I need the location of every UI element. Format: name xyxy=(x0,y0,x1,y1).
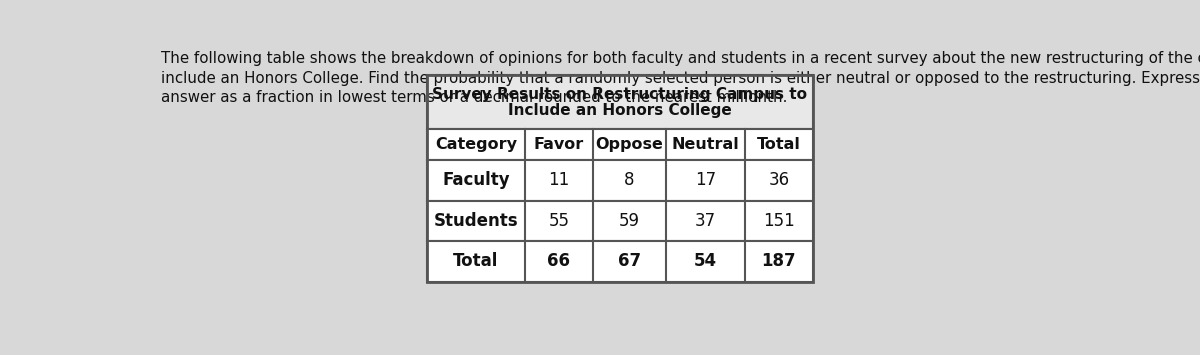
Text: 151: 151 xyxy=(763,212,794,230)
Text: The following table shows the breakdown of opinions for both faculty and student: The following table shows the breakdown … xyxy=(161,51,1200,105)
Text: Total: Total xyxy=(454,252,498,270)
Text: Survey Results on Restructuring Campus to: Survey Results on Restructuring Campus t… xyxy=(432,87,808,102)
Text: 11: 11 xyxy=(548,171,570,189)
Text: Oppose: Oppose xyxy=(595,137,664,152)
Bar xyxy=(427,201,812,241)
Text: 67: 67 xyxy=(618,252,641,270)
Text: 55: 55 xyxy=(548,212,569,230)
Bar xyxy=(427,75,812,282)
Text: 187: 187 xyxy=(762,252,796,270)
Bar xyxy=(427,75,812,129)
Bar xyxy=(427,129,812,160)
Text: Favor: Favor xyxy=(534,137,584,152)
Text: 54: 54 xyxy=(694,252,718,270)
Text: Students: Students xyxy=(433,212,518,230)
Text: Total: Total xyxy=(757,137,800,152)
Bar xyxy=(427,160,812,201)
Text: 17: 17 xyxy=(695,171,716,189)
Text: 8: 8 xyxy=(624,171,635,189)
Bar xyxy=(427,241,812,282)
Text: 59: 59 xyxy=(619,212,640,230)
Text: Faculty: Faculty xyxy=(442,171,510,189)
Text: Include an Honors College: Include an Honors College xyxy=(508,103,732,118)
Text: 37: 37 xyxy=(695,212,716,230)
Text: 66: 66 xyxy=(547,252,570,270)
Text: Category: Category xyxy=(434,137,517,152)
Text: 36: 36 xyxy=(768,171,790,189)
Text: Neutral: Neutral xyxy=(672,137,739,152)
